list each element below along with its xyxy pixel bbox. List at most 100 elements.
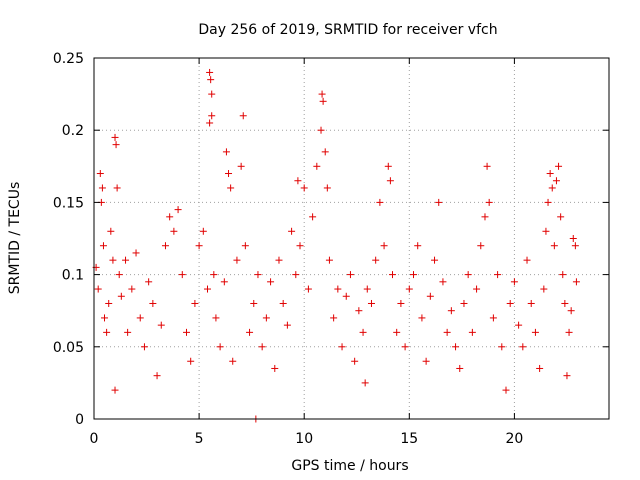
data-point: [187, 357, 195, 365]
data-point: [567, 307, 575, 315]
data-point: [237, 162, 245, 170]
data-point: [216, 343, 224, 351]
data-point: [107, 227, 115, 235]
data-point: [439, 278, 447, 286]
data-point: [443, 328, 451, 336]
data-point: [380, 242, 388, 250]
data-point: [544, 198, 552, 206]
y-tick-label: 0: [75, 412, 84, 428]
data-point: [563, 372, 571, 380]
data-point: [132, 249, 140, 257]
data-point: [523, 256, 531, 264]
data-point: [292, 271, 300, 279]
data-point: [494, 271, 502, 279]
data-point: [191, 299, 199, 307]
data-point: [182, 328, 190, 336]
data-point: [96, 170, 104, 178]
data-point: [99, 242, 107, 250]
data-point: [372, 256, 380, 264]
data-point: [318, 90, 326, 98]
data-point: [502, 386, 510, 394]
data-point: [422, 357, 430, 365]
data-point: [317, 126, 325, 134]
data-point: [414, 242, 422, 250]
data-point: [115, 271, 123, 279]
x-tick-label: 5: [195, 431, 204, 447]
data-point: [359, 328, 367, 336]
data-point: [464, 271, 472, 279]
data-point: [557, 213, 565, 221]
data-point: [334, 285, 342, 293]
data-point: [410, 271, 418, 279]
data-point: [166, 213, 174, 221]
data-point: [569, 235, 577, 242]
data-point: [145, 278, 153, 286]
data-point: [418, 314, 426, 322]
data-point: [288, 227, 296, 235]
data-point: [241, 242, 249, 250]
data-point: [210, 271, 218, 279]
data-point: [542, 227, 550, 235]
data-point: [361, 379, 369, 387]
data-point: [309, 213, 317, 221]
data-point: [548, 184, 556, 192]
data-point: [109, 256, 117, 264]
data-point: [460, 299, 468, 307]
data-point: [208, 112, 216, 120]
data-point: [447, 307, 455, 315]
grid-lines: [94, 58, 609, 419]
data-point: [161, 242, 169, 250]
data-point: [153, 372, 161, 380]
data-point: [271, 364, 279, 372]
data-point: [206, 119, 214, 127]
data-point: [222, 148, 230, 156]
data-point: [140, 343, 148, 351]
data-point: [206, 68, 214, 76]
data-point: [531, 328, 539, 336]
y-axis-label: SRMTID / TECUs: [7, 182, 23, 295]
data-point: [527, 299, 535, 307]
data-point: [376, 198, 384, 206]
data-point: [519, 343, 527, 351]
y-tick-label: 0.25: [53, 51, 84, 67]
data-point: [515, 321, 523, 329]
y-tick-label: 0.2: [62, 123, 84, 139]
x-tick-label: 10: [295, 431, 313, 447]
data-point: [313, 162, 321, 170]
data-point: [229, 357, 237, 365]
data-point: [294, 177, 302, 185]
data-point: [170, 227, 178, 235]
data-point: [321, 148, 329, 156]
data-point: [300, 184, 308, 192]
data-point: [565, 328, 573, 336]
data-point: [239, 112, 247, 120]
x-tick-label: 0: [90, 431, 99, 447]
data-point: [552, 177, 560, 185]
data-point: [128, 285, 136, 293]
data-point: [113, 184, 121, 192]
axis-ticks: [93, 57, 609, 420]
data-point: [338, 343, 346, 351]
data-point: [262, 314, 270, 322]
data-point: [330, 314, 338, 322]
data-point: [346, 271, 354, 279]
data-point: [207, 76, 215, 84]
data-point: [483, 162, 491, 170]
data-point: [136, 314, 144, 322]
data-point: [199, 227, 207, 235]
data-point: [111, 133, 119, 141]
data-point: [149, 299, 157, 307]
data-point: [267, 278, 275, 286]
y-tick-label: 0.1: [62, 268, 84, 284]
data-point: [546, 170, 554, 178]
data-point: [426, 292, 434, 300]
data-point: [208, 90, 216, 98]
data-point: [456, 364, 464, 372]
data-point: [117, 292, 125, 300]
data-point: [401, 343, 409, 351]
data-point: [485, 198, 493, 206]
data-point: [250, 299, 258, 307]
data-point: [384, 162, 392, 170]
data-point: [355, 307, 363, 315]
